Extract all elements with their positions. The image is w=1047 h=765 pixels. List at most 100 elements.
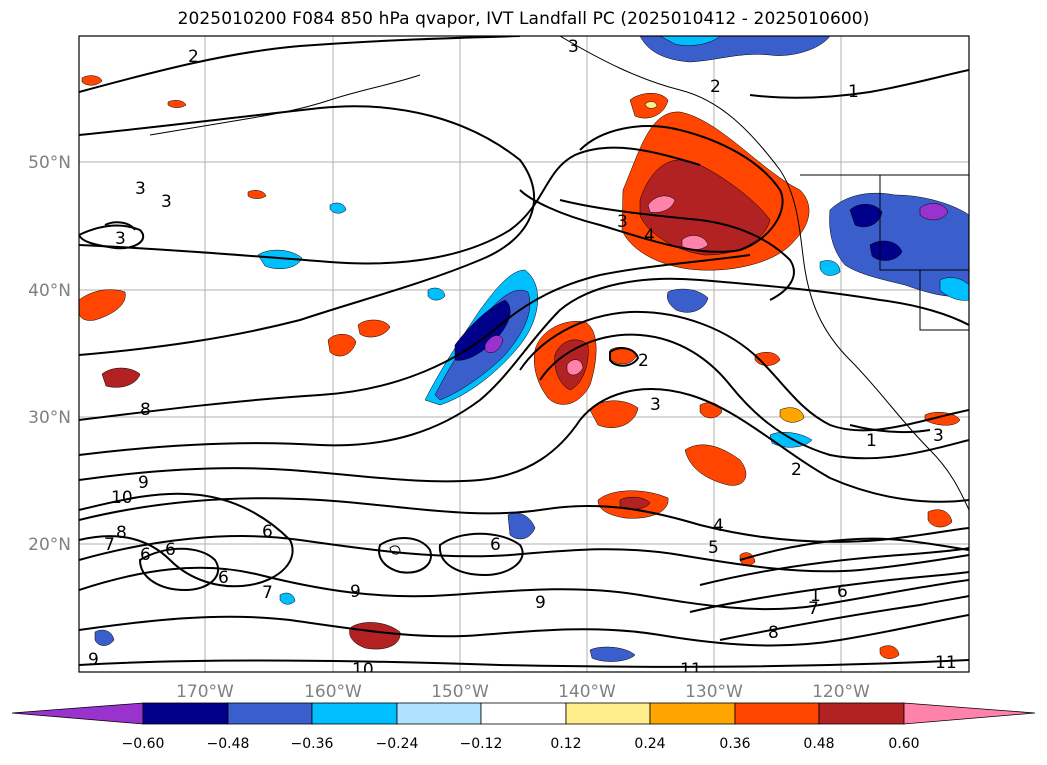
contour-label: 4 [713,516,724,536]
contour-label: 1 [848,82,859,102]
shade-w3 [327,334,357,357]
colorbar-tick-label: −0.24 [376,736,419,752]
shade-w2 [101,367,141,388]
colorbar-bin [649,702,736,725]
shade-nevada-blue [819,260,841,276]
shade-n5 [589,646,636,662]
lon-label-140w: 140°W [558,682,616,702]
shade-n10 [939,277,969,301]
colorbar [11,702,1036,725]
shade-w5 [81,75,103,86]
shade-idaho-navy1 [849,204,883,228]
shade-w4 [357,319,391,338]
shade-sub1 [589,400,639,428]
map-title: 2025010200 F084 850 hPa qvapor, IVT Land… [177,9,870,29]
contour-label: 7 [808,599,819,619]
contour-label: 7 [262,583,273,603]
colorbar-bin [818,702,905,725]
contour-label: 11 [935,653,957,673]
shade-n3 [667,288,709,313]
plot-frame [78,35,970,673]
colorbar-tick-label: −0.48 [207,736,250,752]
shade-sub7 [779,407,805,423]
colorbar-tick-label: −0.60 [122,736,165,752]
shade-central-purple [484,335,504,353]
contour-label: 2 [638,351,649,371]
contour-label: 10 [111,488,133,508]
lat-label-20n: 20°N [28,535,71,555]
colorbar-tick-label: 0.24 [634,736,665,752]
shade-sub8 [927,509,953,528]
contour-label: 3 [933,426,944,446]
contour-label: 2 [791,460,802,480]
shade-w8 [167,100,187,108]
shade-idaho-purple [919,203,949,221]
contour-label: 7 [104,535,115,555]
contour-label: 6 [140,545,151,565]
colorbar-tick-label: −0.36 [291,736,334,752]
coastlines [149,36,969,555]
contour-label: 3 [161,192,172,212]
lat-label-30n: 30°N [28,408,71,428]
contour-label: 8 [140,400,151,420]
shade-sub10 [879,645,900,659]
colorbar-tick-label: 0.12 [550,736,581,752]
lon-label-160w: 160°W [304,682,362,702]
lon-label-150w: 150°W [431,682,489,702]
colorbar-bin [396,702,482,725]
colorbar-extend-high [903,702,1036,725]
contour-label: 6 [218,568,229,588]
colorbar-tick-label: −0.12 [460,736,503,752]
contour-label: 6 [262,522,273,542]
lon-label-130w: 130°W [685,682,743,702]
shade-sub11 [924,412,961,426]
contour-label: 3 [650,395,661,415]
shade-n7 [427,287,446,301]
contour-label: 3 [135,179,146,199]
colorbar-tick-label: 0.36 [719,736,750,752]
shade-n6 [94,629,115,646]
contour-label: 9 [138,473,149,493]
contour-label: 9 [535,593,546,613]
contour-label: 4 [644,226,655,246]
shade-n8 [279,592,296,605]
contour-label: 3 [617,212,628,232]
ivt-contours [79,36,969,668]
contour-label: 6 [490,535,501,555]
lat-label-50n: 50°N [28,153,71,173]
latitude-labels: 50°N 40°N 30°N 20°N [28,153,71,555]
lon-label-120w: 120°W [812,682,870,702]
contour-label: 1 [810,586,821,606]
contour-label: 8 [116,523,127,543]
contour-label: 5 [708,538,719,558]
colorbar-ticks: −0.60 −0.48 −0.36 −0.24 −0.12 0.12 0.24 … [122,736,920,752]
shade-pnw-pink1 [647,195,676,213]
contour-label: 6 [837,582,848,602]
shade-n1 [257,249,303,269]
shade-n9 [329,202,347,214]
colorbar-bin [311,702,398,725]
colorbar-bin [227,702,313,725]
contour-label: 2 [188,47,199,67]
contour-label: 9 [88,650,99,670]
contour-label: 10 [352,660,374,680]
plot-area [79,36,969,672]
lon-label-170w: 170°W [176,682,234,702]
colorbar-tick-label: 0.48 [803,736,834,752]
contour-label: 6 [165,540,176,560]
colorbar-bin [734,702,820,725]
qvapor-shading [79,36,969,662]
colorbar-bin [480,702,567,725]
colorbar-bin [565,702,651,725]
contour-label: 1 [866,431,877,451]
lat-label-40n: 40°N [28,281,71,301]
contour-label: 11 [680,660,702,680]
colorbar-extend-low [11,702,144,725]
shade-w1 [79,289,126,321]
shade-sub3 [684,444,747,486]
contour-label: 2 [710,77,721,97]
shade-pnw-darkred [639,159,771,256]
contour-label: 9 [350,582,361,602]
contour-label: 3 [115,229,126,249]
